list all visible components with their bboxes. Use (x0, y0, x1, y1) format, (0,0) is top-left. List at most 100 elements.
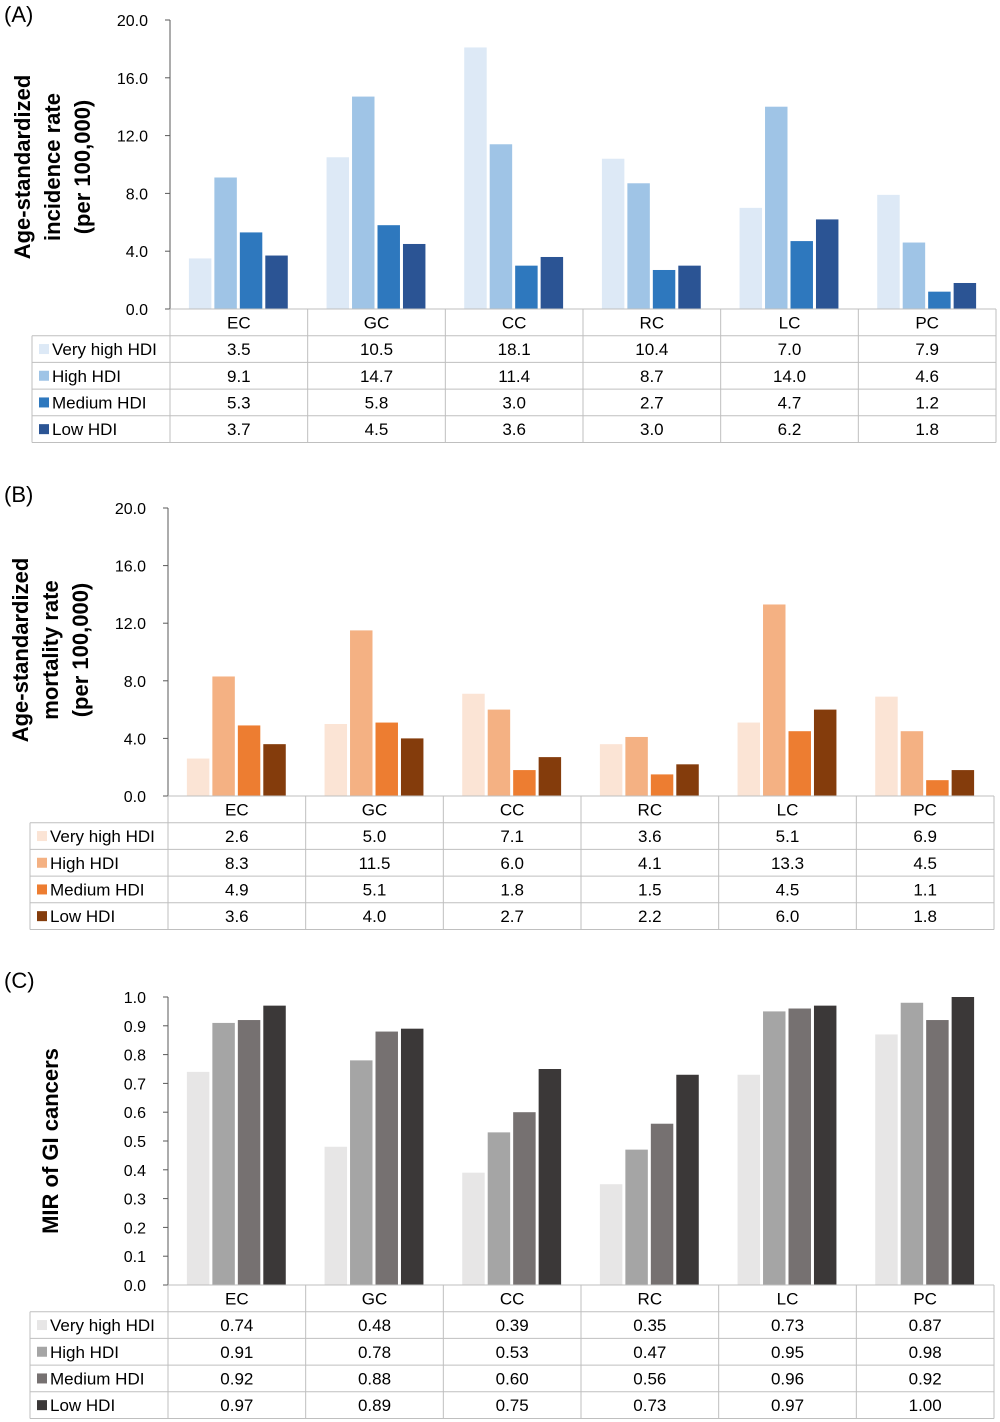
y-tick-label: 1.0 (124, 990, 146, 1007)
category-label: PC (913, 800, 937, 819)
bar (951, 770, 975, 796)
category-label: RC (640, 313, 665, 332)
bar (737, 1074, 761, 1285)
bar (487, 1132, 511, 1285)
category-label: LC (777, 800, 799, 819)
bar (900, 1002, 924, 1285)
data-label: 0.74 (220, 1316, 253, 1335)
bar (462, 1172, 485, 1285)
legend-key (39, 397, 49, 408)
data-label: 8.7 (640, 367, 664, 386)
legend-key (37, 1400, 47, 1411)
y-axis-title: Age-standardized (10, 75, 35, 260)
data-label: 4.6 (915, 367, 939, 386)
data-label: 1.2 (915, 393, 939, 412)
bar (650, 774, 674, 796)
data-label: 7.1 (500, 827, 524, 846)
data-label: 13.3 (771, 854, 804, 873)
data-label: 0.87 (909, 1316, 942, 1335)
bar (239, 232, 263, 309)
data-label: 0.89 (358, 1396, 391, 1415)
legend-label: Very high HDI (52, 340, 157, 359)
bar (352, 96, 375, 310)
bar (815, 219, 839, 309)
y-tick-label: 0.2 (124, 1220, 146, 1237)
bar (599, 744, 623, 796)
y-tick-label: 12.0 (117, 129, 148, 146)
y-tick-label: 20.0 (115, 501, 146, 518)
data-label: 0.98 (909, 1343, 942, 1362)
data-label: 4.5 (365, 420, 389, 439)
bar (538, 757, 562, 796)
data-label: 2.7 (640, 393, 664, 412)
bar (237, 1020, 261, 1285)
data-label: 1.8 (915, 420, 939, 439)
panel-b-mortality: (B) 0.0 4.0 8.0 12.0 16.0 20.0 Age-standardize… (0, 480, 1000, 940)
category-label: LC (779, 313, 801, 332)
data-label: 10.4 (635, 340, 668, 359)
y-tick-label: 0.7 (124, 1076, 146, 1093)
category-label: GC (364, 313, 390, 332)
data-label: 0.92 (220, 1369, 253, 1388)
data-label: 5.0 (363, 827, 387, 846)
data-label: 0.88 (358, 1369, 391, 1388)
y-axis-title: Age-standardized (8, 558, 33, 743)
bar (652, 269, 676, 309)
bar (188, 258, 212, 309)
bar (676, 764, 699, 796)
legend-label: High HDI (50, 1343, 119, 1362)
y-tick-label: 4.0 (126, 244, 148, 261)
y-axis-title: incidence rate (40, 93, 65, 241)
legend-label: Very high HDI (50, 827, 155, 846)
data-label: 4.5 (913, 854, 937, 873)
data-label: 7.0 (778, 340, 802, 359)
data-label: 0.56 (633, 1369, 666, 1388)
bar (951, 997, 975, 1285)
data-label: 0.48 (358, 1316, 391, 1335)
y-tick-label: 0.4 (124, 1163, 146, 1180)
y-axis-title: mortality rate (38, 580, 63, 719)
y-tick-label: 16.0 (117, 71, 148, 88)
bar (350, 1060, 373, 1285)
data-label: 0.95 (771, 1343, 804, 1362)
legend-key (37, 1346, 47, 1357)
category-label: CC (500, 1289, 525, 1308)
bar (400, 738, 424, 796)
bar (212, 1022, 235, 1285)
data-label: 0.73 (633, 1396, 666, 1415)
data-label: 5.1 (776, 827, 800, 846)
bar (375, 722, 398, 796)
y-tick-label: 20.0 (117, 13, 148, 30)
bar (926, 1020, 949, 1285)
data-label: 0.97 (771, 1396, 804, 1415)
legend-label: Low HDI (50, 1396, 115, 1415)
legend-key (39, 344, 49, 355)
bar (788, 731, 811, 796)
legend-label: High HDI (52, 367, 121, 386)
legend-key (39, 370, 49, 381)
bar (377, 225, 400, 309)
data-label: 0.75 (496, 1396, 529, 1415)
data-label: 0.39 (496, 1316, 529, 1335)
panel-a-incidence: (A) 0.0 4.0 8.0 12.0 16.0 20.0 Age-standardize… (0, 0, 1000, 470)
data-label: 14.7 (360, 367, 393, 386)
bar (813, 709, 837, 796)
bar (462, 693, 485, 796)
data-label: 0.97 (220, 1396, 253, 1415)
category-label: GC (362, 800, 388, 819)
data-label: 3.6 (502, 420, 526, 439)
legend-key (37, 831, 47, 842)
category-label: EC (225, 800, 249, 819)
y-tick-label: 0.3 (124, 1192, 146, 1209)
category-label: EC (227, 313, 251, 332)
y-axis-title: (per 100,000) (68, 583, 93, 718)
data-label: 1.5 (638, 880, 662, 899)
category-label: RC (638, 800, 663, 819)
panel-letter: (A) (4, 2, 34, 27)
bar (513, 770, 536, 796)
data-label: 5.8 (365, 393, 389, 412)
bar (212, 676, 235, 796)
mir-chart: 0.0 0.1 0.2 0.3 0.4 0.5 0.6 0.7 0.8 0.9 1.0 MIR of … (29, 990, 995, 1419)
data-label: 1.1 (913, 880, 937, 899)
data-label: 4.7 (778, 393, 802, 412)
